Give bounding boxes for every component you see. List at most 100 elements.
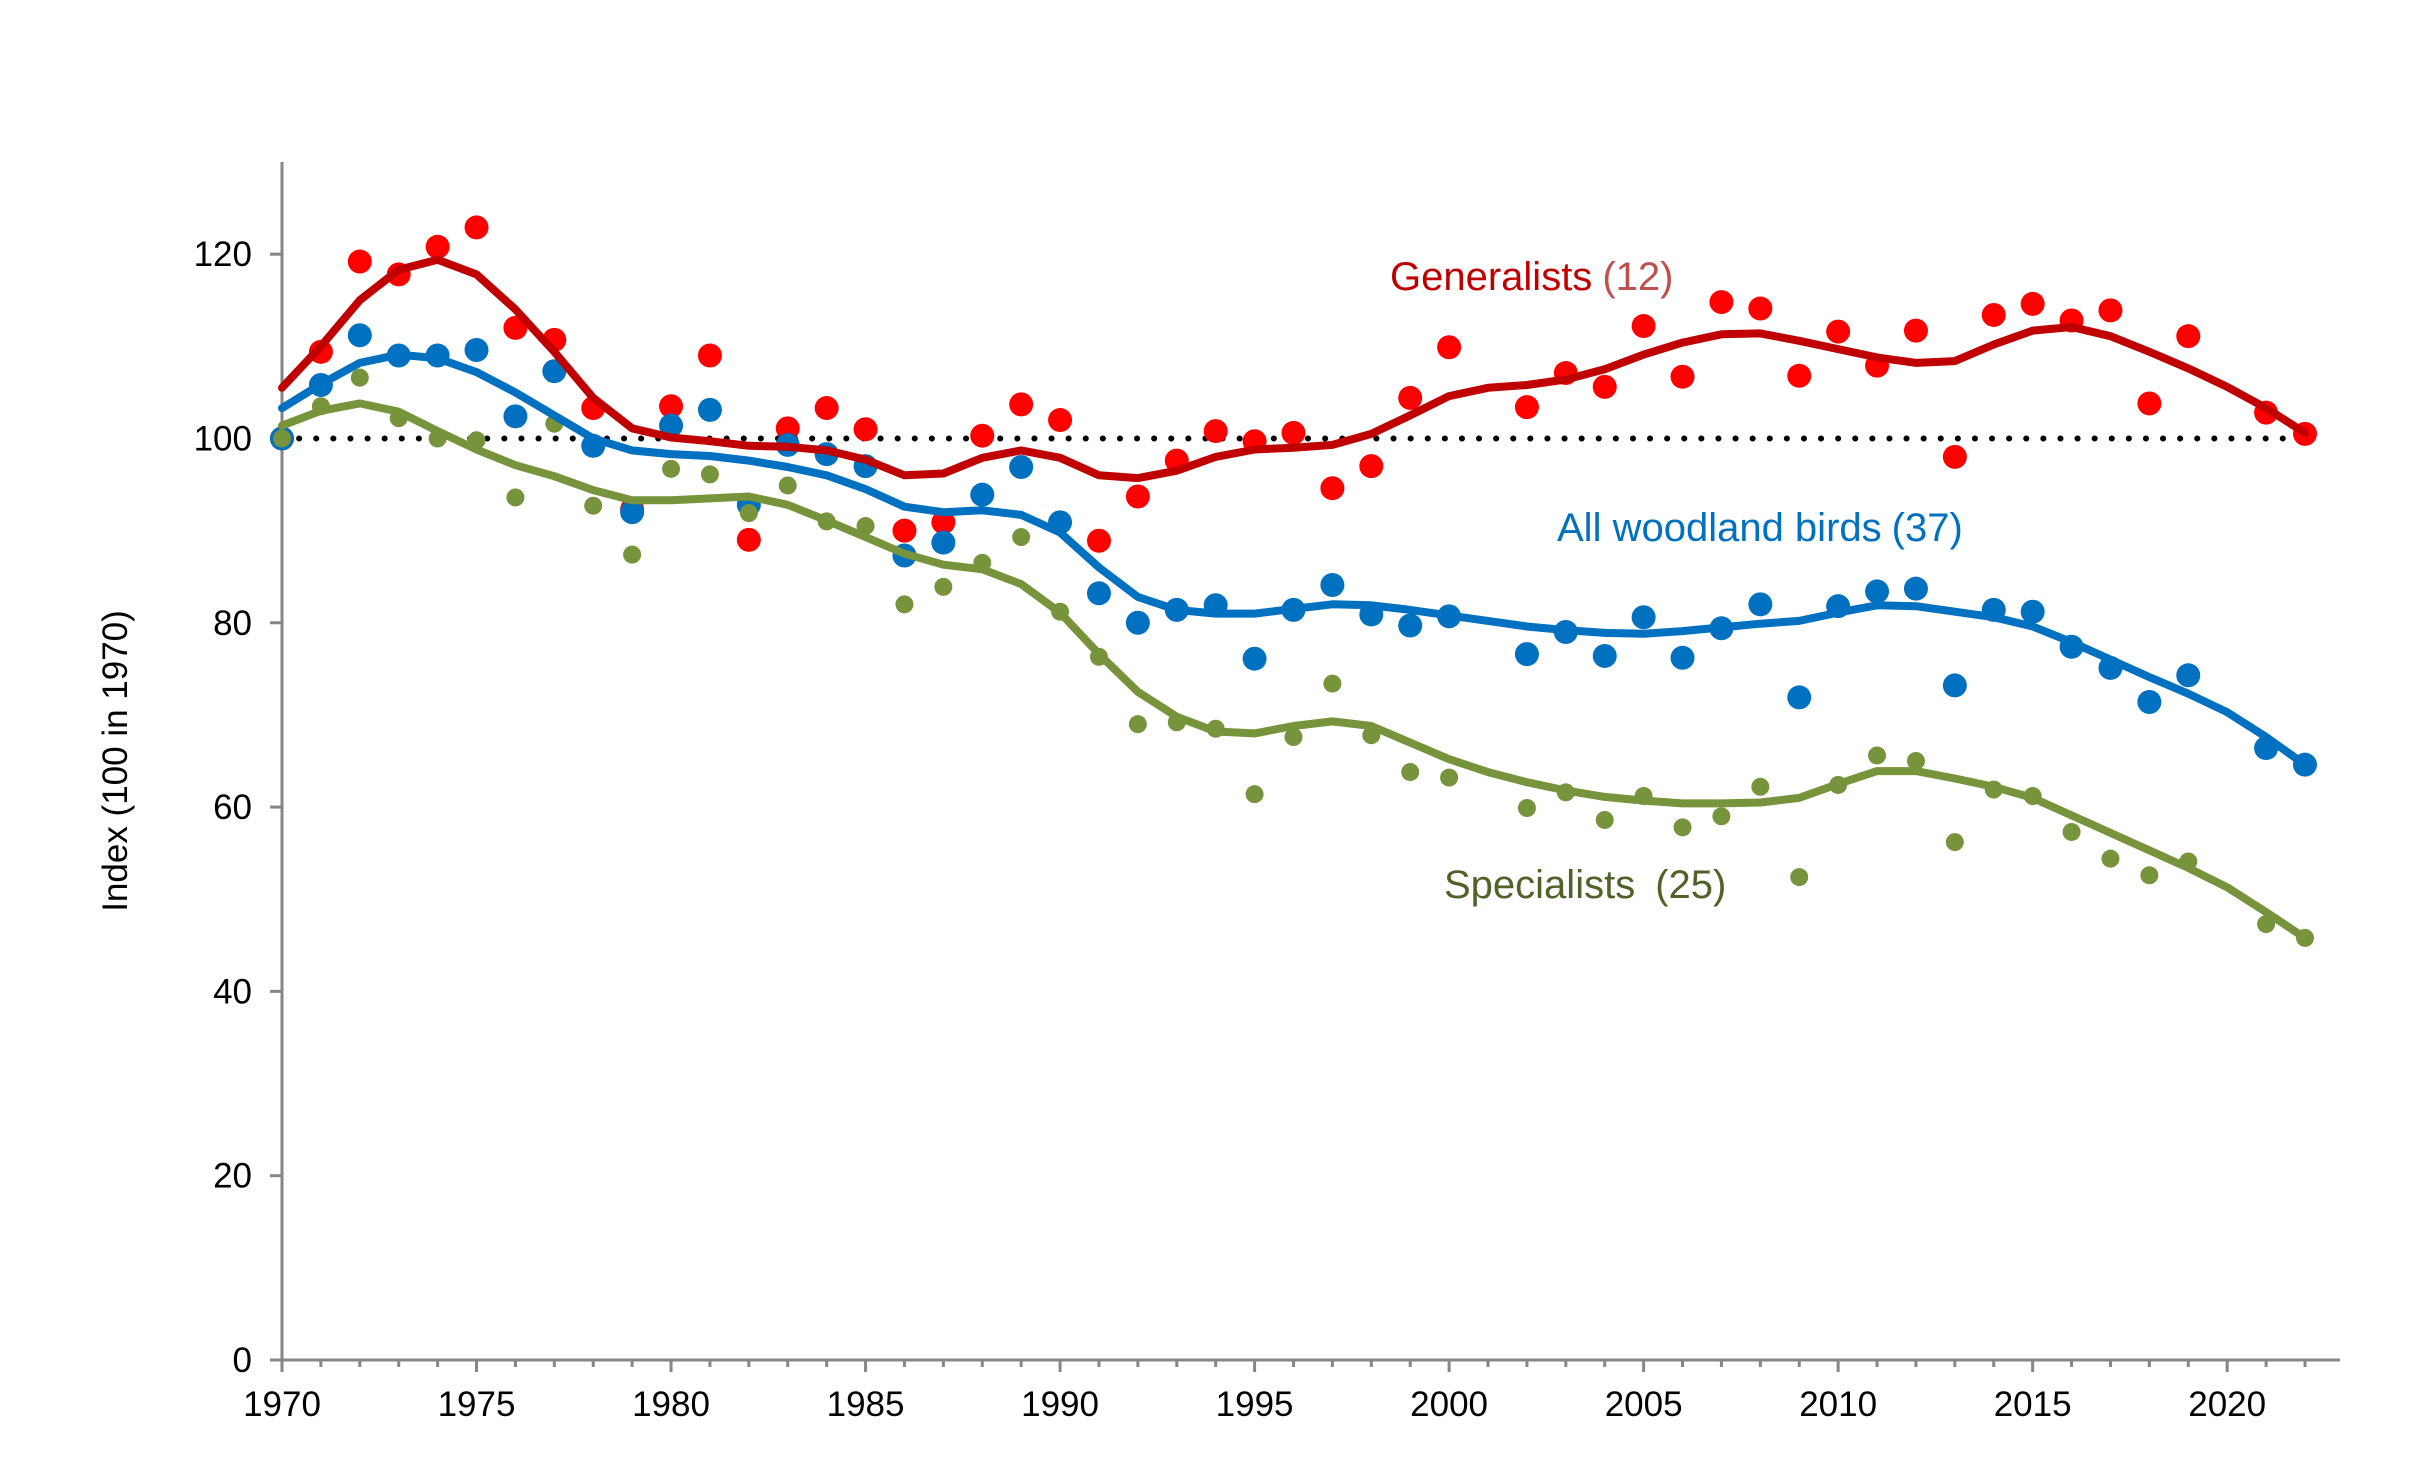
y-tick-label-60: 60 (213, 788, 252, 827)
data-point-generalists-2008 (1748, 296, 1773, 321)
data-point-generalists-2018 (2137, 391, 2162, 416)
data-point-generalists-1975 (464, 215, 489, 240)
data-point-generalists-1984 (814, 396, 839, 421)
data-point-all-woodland-birds-2006 (1670, 645, 1695, 670)
data-point-generalists-2009 (1787, 363, 1812, 388)
data-point-generalists-2000 (1437, 335, 1462, 360)
data-point-specialists-2017 (2101, 849, 2120, 868)
y-tick-label-0: 0 (233, 1341, 252, 1380)
data-point-all-woodland-birds-1999 (1398, 613, 1423, 638)
x-tick-label-2005: 2005 (1605, 1385, 1683, 1424)
data-point-all-woodland-birds-2009 (1787, 685, 1812, 710)
data-point-specialists-1976 (506, 488, 525, 507)
data-point-specialists-2007 (1712, 807, 1731, 826)
data-point-all-woodland-birds-2019 (2176, 663, 2201, 688)
data-point-specialists-1987 (934, 577, 953, 596)
x-tick-label-2000: 2000 (1410, 1385, 1488, 1424)
data-point-all-woodland-birds-2002 (1514, 642, 1539, 667)
x-tick-label-2010: 2010 (1799, 1385, 1877, 1424)
data-point-all-woodland-birds-1979 (620, 500, 645, 525)
data-point-generalists-1996 (1281, 420, 1306, 445)
x-tick-label-2020: 2020 (2188, 1385, 2266, 1424)
data-point-all-woodland-birds-2015 (2020, 599, 2045, 624)
data-point-generalists-1990 (1048, 408, 1073, 433)
data-point-all-woodland-birds-1997 (1320, 572, 1345, 597)
data-point-specialists-1992 (1128, 715, 1147, 734)
series-label-all-woodland-birds: All woodland birds (37) (1557, 506, 1963, 550)
data-point-generalists-2012 (1903, 318, 1928, 343)
data-point-specialists-1980 (662, 459, 681, 478)
series-label-generalists-name: Generalists (1390, 255, 1592, 299)
data-point-specialists-1997 (1323, 674, 1342, 693)
series-label-specialists-name: Specialists (1444, 863, 1635, 907)
data-point-all-woodland-birds-1981 (697, 397, 722, 422)
data-point-all-woodland-birds-2013 (1942, 673, 1967, 698)
data-point-all-woodland-birds-1995 (1242, 646, 1267, 671)
data-point-all-woodland-birds-1976 (503, 404, 528, 429)
data-point-all-woodland-birds-1972 (347, 323, 372, 348)
data-point-generalists-1972 (347, 249, 372, 274)
data-point-all-woodland-birds-1992 (1125, 610, 1150, 635)
data-point-generalists-2006 (1670, 364, 1695, 389)
data-point-specialists-1985 (856, 517, 875, 536)
data-point-generalists-2019 (2176, 324, 2201, 349)
data-point-generalists-2002 (1514, 395, 1539, 420)
data-point-generalists-2014 (1981, 302, 2006, 327)
data-point-all-woodland-birds-1989 (1009, 455, 1034, 480)
data-point-generalists-1982 (736, 527, 761, 552)
data-point-specialists-2004 (1595, 810, 1614, 829)
data-point-specialists-1981 (700, 465, 719, 484)
data-point-generalists-1999 (1398, 385, 1423, 410)
data-point-generalists-2005 (1631, 314, 1656, 339)
x-tick-label-1995: 1995 (1216, 1385, 1294, 1424)
data-point-generalists-2017 (2098, 298, 2123, 323)
data-point-specialists-1995 (1245, 785, 1264, 804)
y-tick-label-80: 80 (213, 604, 252, 643)
series-label-generalists-count: (12) (1602, 255, 1673, 299)
data-point-specialists-1989 (1012, 528, 1031, 547)
series-all-woodland-birds (270, 323, 2317, 777)
trend-line-generalists (278, 255, 2309, 483)
y-axis-title: Index (100 in 1970) (96, 610, 135, 912)
data-point-specialists-2012 (1906, 752, 1925, 770)
data-point-all-woodland-birds-2011 (1865, 579, 1890, 604)
data-point-specialists-1986 (895, 595, 914, 614)
data-point-all-woodland-birds-2008 (1748, 592, 1773, 617)
data-point-all-woodland-birds-2018 (2137, 690, 2162, 715)
series-label-all-woodland-birds-count: (37) (1892, 506, 1963, 550)
data-point-generalists-1989 (1009, 392, 1034, 417)
trend-line-all-woodland-birds (278, 350, 2309, 769)
data-point-specialists-2011 (1868, 746, 1887, 765)
y-tick-label-40: 40 (213, 972, 252, 1011)
data-point-generalists-1983 (775, 416, 800, 441)
data-point-specialists-1999 (1401, 763, 1420, 782)
series-label-specialists-count: (25) (1655, 863, 1726, 907)
x-tick-label-1975: 1975 (438, 1385, 516, 1424)
data-point-generalists-1998 (1359, 454, 1384, 479)
data-point-specialists-2008 (1751, 777, 1770, 796)
x-tick-label-1985: 1985 (827, 1385, 905, 1424)
y-tick-label-120: 120 (194, 235, 252, 274)
data-point-generalists-1985 (853, 417, 878, 442)
data-point-specialists-2002 (1517, 798, 1536, 817)
data-point-generalists-1980 (659, 394, 684, 419)
y-tick-label-100: 100 (194, 419, 252, 458)
series-specialists (273, 368, 2314, 947)
data-point-generalists-1974 (425, 234, 450, 259)
data-point-generalists-2007 (1709, 290, 1734, 315)
y-axis-ticks: 0 20 40 60 80 100 120 (194, 235, 282, 1380)
data-point-all-woodland-birds-2005 (1631, 605, 1656, 630)
series-label-specialists: Specialists (25) (1444, 863, 1726, 907)
y-tick-label-20: 20 (213, 1157, 252, 1196)
data-point-generalists-1994 (1203, 419, 1228, 444)
data-point-specialists-2016 (2062, 822, 2081, 841)
data-point-all-woodland-birds-1977 (542, 359, 567, 384)
trend-line-specialists (278, 399, 2309, 942)
data-point-generalists-2013 (1942, 444, 1967, 469)
x-tick-label-1980: 1980 (632, 1385, 710, 1424)
series-label-all-woodland-birds-name: All woodland birds (1557, 506, 1882, 550)
data-point-generalists-1997 (1320, 476, 1345, 501)
x-axis-ticks: 1970 1975 1980 1985 1990 1995 2000 2005 2010 2015… (243, 1360, 2307, 1424)
